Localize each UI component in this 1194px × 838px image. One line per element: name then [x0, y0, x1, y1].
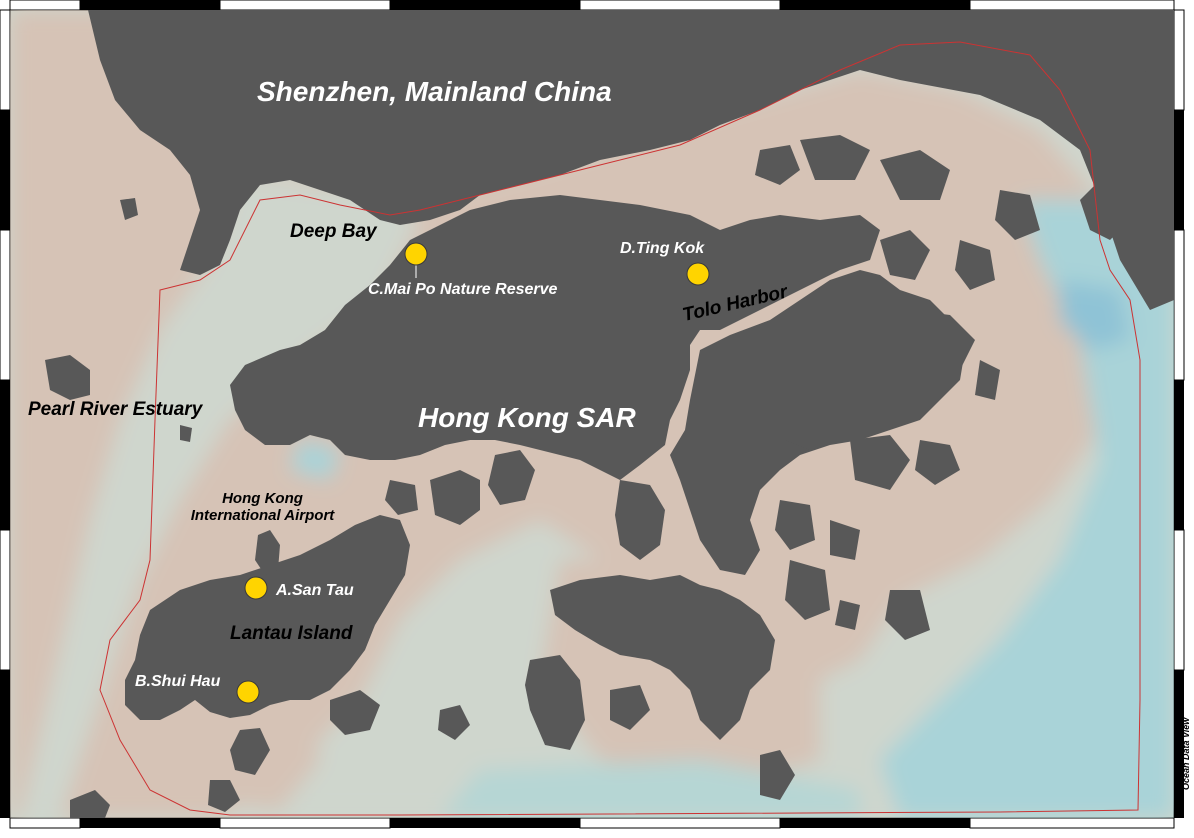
label-airport-line1: Hong Kong: [222, 490, 303, 507]
site-markers: [236, 242, 710, 704]
label-pearl-river: Pearl River Estuary: [28, 399, 203, 420]
site-a-marker[interactable]: [244, 576, 268, 600]
label-deep-bay: Deep Bay: [290, 221, 377, 242]
site-d-label: D.Ting Kok: [620, 240, 705, 257]
site-a-label: A.San Tau: [276, 582, 354, 599]
site-b-label: B.Shui Hau: [135, 673, 221, 690]
land-layer: [45, 10, 1174, 818]
label-airport: Hong Kong International Airport: [170, 490, 355, 524]
label-lantau: Lantau Island: [230, 623, 353, 644]
credit-text: Ocean Data View: [1181, 717, 1191, 790]
site-d-marker[interactable]: [686, 262, 710, 286]
label-mainland: Shenzhen, Mainland China: [257, 76, 612, 107]
site-c-marker[interactable]: [404, 242, 428, 266]
label-airport-line2: International Airport: [190, 506, 335, 524]
boundary-line: [99, 41, 1141, 816]
site-c-label: C.Mai Po Nature Reserve: [368, 281, 558, 298]
label-hong-kong: Hong Kong SAR: [418, 402, 636, 433]
site-b-marker[interactable]: [236, 680, 260, 704]
